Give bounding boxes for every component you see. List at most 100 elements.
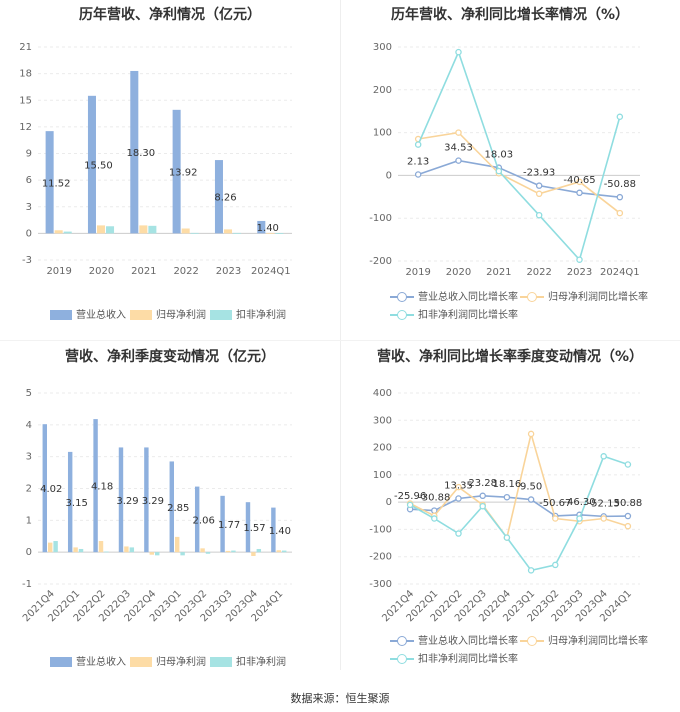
data-point — [455, 495, 462, 502]
bar-revenue — [245, 502, 251, 553]
legend-label: 扣非净利润同比增长率 — [418, 654, 518, 665]
series-line-parent — [409, 430, 629, 540]
x-tick-label: 2022 — [173, 266, 198, 277]
data-label: 13.92 — [169, 168, 198, 179]
data-label: 2.85 — [167, 503, 189, 514]
data-point — [616, 193, 624, 201]
legend-label: 归母净利润同比增长率 — [548, 636, 648, 647]
data-point — [455, 129, 462, 136]
data-label: -50.67 — [539, 498, 571, 509]
data-point — [576, 178, 583, 186]
data-label: -50.88 — [604, 179, 636, 190]
legend-label: 扣非净利润 — [236, 657, 286, 668]
legend-swatch — [390, 654, 414, 664]
data-point — [503, 493, 511, 501]
bar-deduct-profit — [129, 547, 135, 553]
legend-deduct-profit[interactable]: 扣非净利润 — [210, 653, 286, 668]
data-point — [624, 522, 632, 530]
bar-parent-profit — [124, 546, 129, 553]
bar-revenue — [130, 70, 139, 234]
legend-revenue-growth[interactable]: 营业总收入同比增长率 — [390, 288, 518, 303]
y-tick-label: 4 — [26, 420, 32, 431]
data-label: 18.30 — [126, 148, 155, 159]
bar-deduct-profit — [275, 233, 284, 234]
y-tick-label: 21 — [19, 42, 32, 53]
y-tick-label: 100 — [373, 128, 392, 139]
data-point — [455, 483, 462, 491]
data-point — [576, 189, 583, 197]
data-point — [600, 453, 607, 460]
bar-deduct-profit — [231, 550, 236, 553]
y-tick-label: 400 — [373, 388, 392, 399]
data-label: 1.77 — [218, 520, 240, 531]
bar-parent-profit — [98, 541, 104, 553]
legend-label: 归母净利润同比增长率 — [548, 292, 648, 303]
x-tick-label: 2020 — [446, 267, 471, 278]
y-tick-label: 12 — [19, 122, 32, 133]
bar-deduct-profit — [190, 232, 199, 234]
legend-parent-growth[interactable]: 归母净利润同比增长率 — [520, 632, 648, 647]
legend-label: 营业总收入 — [76, 657, 126, 668]
legend-parent-profit[interactable]: 归母净利润 — [130, 653, 206, 668]
data-point — [552, 515, 559, 522]
bar-parent-profit — [149, 552, 155, 555]
y-tick-label: 3 — [26, 202, 32, 213]
x-tick-label: 2024Q1 — [600, 267, 640, 278]
y-tick-label: -100 — [369, 213, 392, 224]
bar-parent-profit — [200, 548, 205, 553]
y-tick-label: 300 — [373, 42, 392, 53]
series-line-revenue — [417, 159, 620, 198]
legend-revenue[interactable]: 营业总收入 — [50, 306, 126, 321]
bar-parent-profit — [225, 550, 231, 553]
bar-deduct-profit — [148, 225, 157, 234]
data-point — [431, 515, 438, 522]
data-point — [431, 507, 438, 514]
legend-revenue-growth[interactable]: 营业总收入同比增长率 — [390, 632, 518, 647]
data-point — [455, 157, 462, 164]
bar-deduct-profit — [53, 541, 58, 553]
legend-parent-growth[interactable]: 归母净利润同比增长率 — [520, 288, 648, 303]
series-line-deduct — [409, 455, 629, 572]
x-tick-label: 2024Q1 — [251, 266, 291, 277]
data-label: -40.65 — [563, 175, 595, 186]
annual-growth-panel: 历年营收、净利同比增长率情况（%） -200 -100 0 100 200 300 2019… — [340, 0, 680, 340]
bar-revenue — [220, 495, 225, 553]
data-label: 3.15 — [66, 498, 88, 509]
bar-revenue — [169, 461, 174, 553]
x-tick-label: 2022 — [526, 267, 551, 278]
y-tick-label: 3 — [26, 452, 32, 463]
bar-parent-profit — [47, 542, 53, 553]
legend-swatch — [210, 657, 232, 667]
data-label: 8.26 — [214, 193, 236, 204]
legend-revenue[interactable]: 营业总收入 — [50, 653, 126, 668]
data-point — [616, 209, 624, 217]
legend-label: 归母净利润 — [156, 310, 206, 321]
data-point — [576, 256, 583, 263]
legend-swatch — [210, 310, 232, 320]
x-tick-label: 2023 — [567, 267, 592, 278]
bar-parent-profit — [251, 552, 256, 556]
data-point — [414, 141, 422, 148]
data-point — [535, 211, 543, 219]
quarterly-growth-panel: 营收、净利同比增长率季度变动情况（%） -300 -200 -100 0 100 200 3… — [340, 340, 680, 680]
data-point — [600, 515, 607, 522]
legend: 营业总收入同比增长率 归母净利润同比增长率 扣非净利润同比增长率 — [340, 288, 680, 328]
data-label: 1.40 — [257, 223, 279, 234]
data-point — [503, 534, 511, 541]
data-point — [624, 461, 632, 468]
bar-deduct-profit — [104, 551, 109, 553]
legend-deduct-profit[interactable]: 扣非净利润 — [210, 306, 286, 321]
legend-parent-profit[interactable]: 归母净利润 — [130, 306, 206, 321]
legend-label: 扣非净利润同比增长率 — [418, 310, 518, 321]
data-point — [527, 430, 535, 438]
legend-deduct-growth[interactable]: 扣非净利润同比增长率 — [390, 306, 518, 321]
legend-swatch — [390, 636, 414, 646]
data-point — [616, 113, 624, 121]
data-point — [495, 167, 503, 175]
legend-deduct-growth[interactable]: 扣非净利润同比增长率 — [390, 650, 518, 665]
y-tick-label: 6 — [26, 175, 32, 186]
data-label: 2.06 — [193, 515, 215, 526]
chart-title: 营收、净利同比增长率季度变动情况（%） — [376, 349, 644, 365]
x-tick-label: 2019 — [46, 266, 71, 277]
data-point — [455, 48, 462, 56]
